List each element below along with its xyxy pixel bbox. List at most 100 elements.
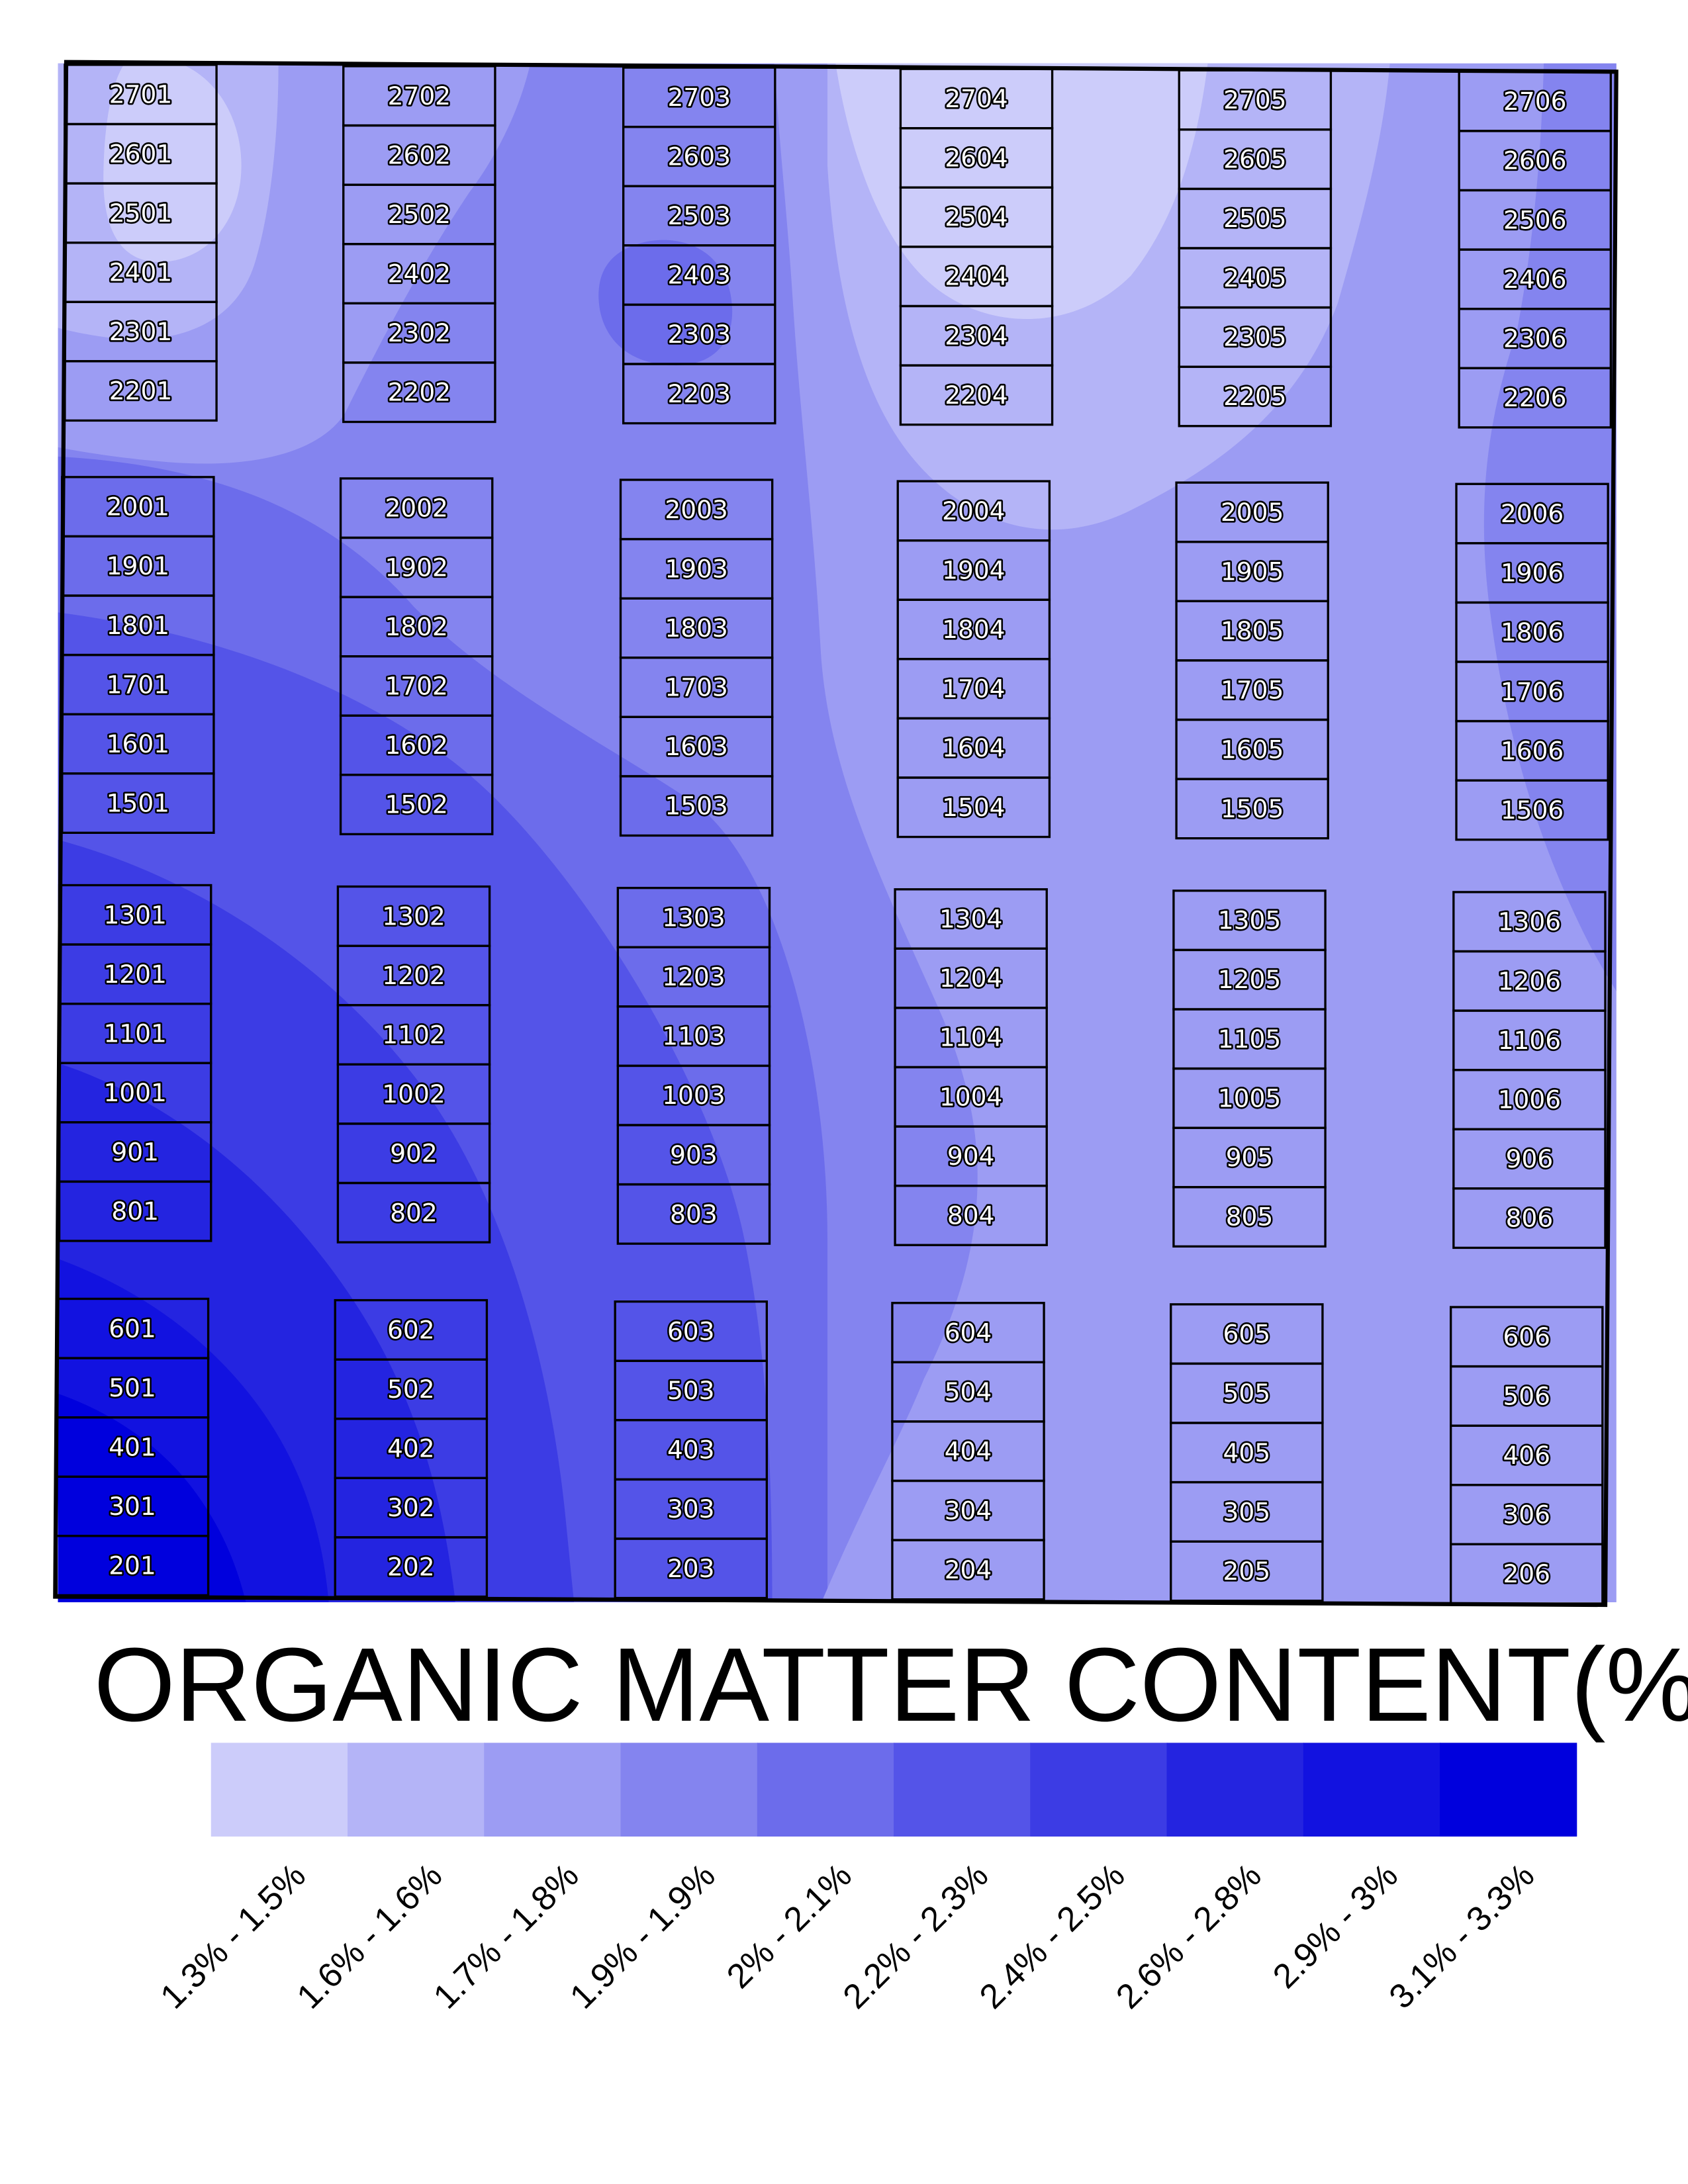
- plot-label: 2204: [945, 381, 1008, 410]
- plot-label: 1205: [1218, 965, 1281, 994]
- plot-label: 2201: [109, 377, 172, 406]
- legend-swatches: [211, 1743, 1577, 1837]
- plot-cell[interactable]: [339, 774, 494, 836]
- legend-swatch: [348, 1743, 485, 1837]
- plot-label: 1902: [385, 553, 447, 582]
- plot-label: 2704: [945, 84, 1008, 113]
- plot-label: 501: [109, 1373, 156, 1402]
- plot-label: 1504: [942, 793, 1005, 822]
- plot-label: 2405: [1223, 263, 1286, 293]
- plot-cell[interactable]: [891, 1539, 1045, 1601]
- plot-block: 1303 1203 1103 1003 903 803: [616, 887, 771, 1245]
- plot-cell[interactable]: [1450, 1543, 1604, 1605]
- plot-label: 505: [1223, 1379, 1271, 1408]
- legend-label: 1.3% - 1.5%: [153, 1856, 313, 2017]
- plot-cell[interactable]: [334, 1536, 489, 1598]
- plot-label: 405: [1223, 1438, 1271, 1467]
- plot-block: 2004 1904 1804 1704 1604 1504: [896, 480, 1051, 839]
- plot-label: 2005: [1221, 498, 1284, 527]
- plot-cell[interactable]: [619, 775, 774, 837]
- plot-label: 1001: [103, 1078, 166, 1107]
- plot-label: 1806: [1501, 617, 1564, 647]
- plot-cell[interactable]: [1175, 778, 1329, 840]
- plot-cell[interactable]: [899, 364, 1054, 426]
- plot-cell[interactable]: [64, 360, 218, 422]
- plot-label: 803: [670, 1199, 718, 1228]
- contour-layer: [58, 63, 1617, 1602]
- plot-cell[interactable]: [1172, 1186, 1327, 1248]
- plot-label: 401: [109, 1432, 156, 1461]
- plot-cell[interactable]: [336, 1181, 491, 1244]
- plot-cell[interactable]: [1455, 779, 1609, 841]
- plot-block: 602 502 402 302 202: [334, 1298, 489, 1598]
- plot-label: 2505: [1223, 204, 1286, 233]
- plot-cell[interactable]: [1170, 1540, 1324, 1602]
- plot-label: 2303: [668, 320, 731, 349]
- legend-swatch: [1303, 1743, 1441, 1837]
- plot-label: 1004: [939, 1082, 1002, 1111]
- plot-label: 2302: [388, 318, 451, 347]
- plot-label: 2606: [1503, 146, 1566, 175]
- plot-label: 2205: [1223, 382, 1286, 411]
- plot-label: 2706: [1503, 87, 1566, 116]
- plot-label: 2206: [1503, 383, 1566, 412]
- plot-label: 603: [667, 1316, 715, 1345]
- plot-label: 1605: [1221, 735, 1284, 764]
- plot-label: 1802: [385, 612, 447, 641]
- plot-cell[interactable]: [342, 361, 496, 424]
- plot-label: 303: [667, 1494, 715, 1524]
- plot-cell[interactable]: [896, 776, 1051, 839]
- zone-2-0-spot: [598, 240, 733, 366]
- plot-label: 304: [945, 1496, 992, 1525]
- plot-label: 504: [945, 1377, 992, 1406]
- plot-label: 2501: [109, 199, 172, 228]
- zone-3-1: [58, 1393, 246, 1602]
- zone-1-3-nw: [103, 63, 242, 262]
- plot-label: 1801: [107, 611, 169, 640]
- plot-cell[interactable]: [55, 1535, 210, 1597]
- plot-block: 605 505 405 305 205: [1170, 1303, 1324, 1602]
- plot-cell[interactable]: [1458, 367, 1612, 429]
- plot-label: 901: [111, 1138, 159, 1167]
- plot-block: 1306 1206 1106 1006 906 806: [1452, 891, 1607, 1250]
- plot-label: 1702: [385, 671, 447, 700]
- legend-label: 1.7% - 1.8%: [426, 1856, 586, 2017]
- legend-label: 2.6% - 2.8%: [1109, 1856, 1269, 2017]
- plot-label: 602: [387, 1315, 435, 1344]
- plot-block: 606 506 406 306 206: [1450, 1306, 1604, 1605]
- legend-swatch: [211, 1743, 349, 1837]
- plot-cell[interactable]: [61, 772, 215, 834]
- plot-cell[interactable]: [616, 1183, 771, 1245]
- plot-label: 1601: [107, 729, 169, 758]
- plot-block: 2706 2606 2506 2406 2306 2206: [1458, 70, 1612, 429]
- plot-label: 1805: [1221, 616, 1284, 645]
- plot-cell[interactable]: [614, 1537, 768, 1600]
- plot-label: 1603: [665, 732, 727, 761]
- plot-block: 1302 1202 1102 1002 902 802: [336, 885, 491, 1244]
- legend-swatch: [1030, 1743, 1168, 1837]
- plot-label: 1106: [1498, 1026, 1561, 1055]
- plot-cell[interactable]: [894, 1185, 1048, 1246]
- plot-block: 2001 1901 1801 1701 1601 1501: [61, 476, 215, 834]
- plot-cell[interactable]: [1178, 365, 1333, 428]
- plot-label: 2401: [109, 257, 172, 287]
- plot-label: 904: [947, 1142, 995, 1171]
- plot-label: 402: [387, 1434, 435, 1463]
- plot-block: 2705 2605 2505 2405 2305 2205: [1178, 69, 1333, 428]
- plot-cell[interactable]: [58, 1180, 212, 1242]
- plot-label: 1905: [1221, 557, 1284, 586]
- plot-block: 2703 2603 2503 2403 2303 2203: [622, 66, 776, 425]
- plot-label: 1101: [103, 1019, 166, 1048]
- plot-label: 1005: [1218, 1083, 1281, 1113]
- plot-label: 2502: [388, 200, 451, 229]
- plot-label: 1305: [1218, 906, 1281, 935]
- plot-label: 806: [1506, 1204, 1554, 1233]
- plot-cell[interactable]: [622, 363, 776, 425]
- plot-block: 2702 2602 2502 2402 2302 2202: [342, 65, 496, 424]
- plot-cell[interactable]: [1452, 1187, 1607, 1250]
- plots-layer: 2701 2601 2501 2401 2301 2201 2702 2602 2502 2402…: [55, 64, 1612, 1605]
- plot-label: 1606: [1501, 736, 1564, 765]
- plot-label: 1506: [1501, 796, 1564, 825]
- plot-label: 1901: [107, 551, 169, 580]
- legend-swatch: [484, 1743, 622, 1837]
